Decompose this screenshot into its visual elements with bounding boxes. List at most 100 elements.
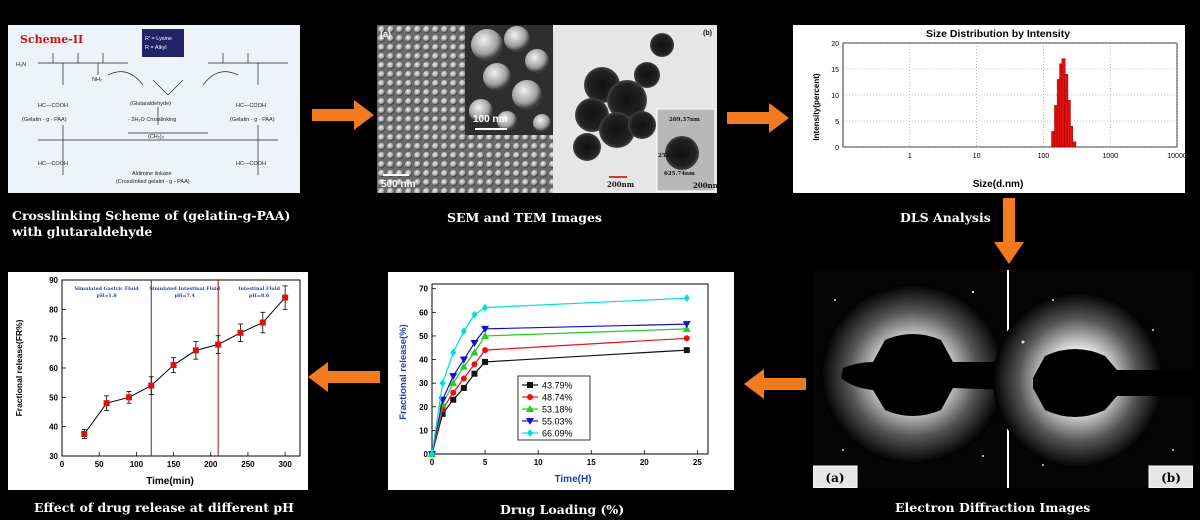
loading-legend-label: 53.18% <box>542 405 573 415</box>
loading-point <box>460 327 467 336</box>
caption-sem-tem: SEM and TEM Images <box>447 210 602 225</box>
loading-legend-label: 55.03% <box>542 417 573 427</box>
caption-loading: Drug Loading (%) <box>500 502 625 517</box>
dls-xtick: 10000 <box>1167 153 1185 160</box>
scheme-nh2: NH₂ <box>92 77 102 83</box>
loading-ytick: 70 <box>419 285 428 294</box>
release-ylabel: Fractional release(FR%) <box>14 319 24 416</box>
scheme-gelatin-left: (Gelatin - g - PAA) <box>22 117 67 123</box>
loading-legend-marker <box>526 418 534 425</box>
release-xtick: 0 <box>60 460 65 469</box>
scheme-cooh-bottom-right: HC—COOH <box>236 161 266 167</box>
dls-bar <box>1066 99 1071 148</box>
loading-point <box>449 379 458 387</box>
scheme-panel: Scheme-II R' = Lysine R = Alkyl H₂N <box>8 25 300 193</box>
scheme-svg: Scheme-II R' = Lysine R = Alkyl H₂N <box>8 25 300 193</box>
release-xtick: 300 <box>278 460 292 469</box>
loading-point <box>470 340 479 348</box>
release-ytick: 60 <box>49 364 58 373</box>
loading-xtick: 0 <box>430 458 435 467</box>
loading-xtick: 15 <box>587 458 596 467</box>
arrow-right-2 <box>727 103 789 133</box>
dls-xtick: 100 <box>1038 153 1050 160</box>
dls-title: Size Distribution by Intensity <box>926 28 1070 40</box>
loading-ytick: 0 <box>424 450 429 459</box>
sem-tem-panel: 100 nm 500 nm (a) (b) 200nm 209.37nm 252… <box>377 25 717 193</box>
loading-ylabel: Fractional release(%) <box>398 324 409 420</box>
release-xtick: 250 <box>241 460 255 469</box>
dls-ytick: 20 <box>831 41 839 48</box>
scheme-gelatin-right: (Gelatin - g - PAA) <box>230 117 275 123</box>
dls-plot-frame <box>842 42 1178 148</box>
loading-point <box>439 379 446 388</box>
tem-scale-200a: 200nm <box>607 180 635 189</box>
loading-point <box>683 294 690 303</box>
release-xtick: 150 <box>167 460 181 469</box>
caption-scheme: Crosslinking Scheme of (gelatin-g-PAA) w… <box>12 208 291 239</box>
release-plot-frame <box>61 279 301 457</box>
dls-panel: Size Distribution by Intensity Size(d.nm… <box>793 25 1185 193</box>
tem-measure-3: 625.74nm <box>664 171 695 177</box>
release-xtick: 200 <box>204 460 218 469</box>
release-ytick: 30 <box>49 452 58 461</box>
dls-xlabel: Size(d.nm) <box>973 179 1024 190</box>
loading-point <box>460 384 467 391</box>
tem-label-b: (b) <box>703 30 712 37</box>
loading-point <box>450 348 457 357</box>
loading-ytick: 20 <box>419 403 428 412</box>
loading-point <box>682 321 691 329</box>
loading-point <box>459 362 468 370</box>
release-point <box>125 394 132 401</box>
loading-legend-marker <box>526 405 534 412</box>
release-region-name: Intestinal Fluid <box>238 286 280 292</box>
scheme-linkage2: (Crosslinked gelatin - g - PAA) <box>116 179 190 185</box>
scheme-condition: - 2H₂O Crosslinking <box>128 117 176 123</box>
loading-legend-marker <box>527 429 533 437</box>
loading-point <box>471 361 478 368</box>
scheme-cooh-bottom-left: HC—COOH <box>38 161 68 167</box>
loading-chart: Time(H) Fractional release(%) 0 10 20 30 40 5… <box>398 283 709 485</box>
release-region-ph: pH=7.4 <box>175 293 196 299</box>
release-point <box>81 431 88 437</box>
sem-label-a: (a) <box>380 29 391 39</box>
release-point <box>259 319 266 326</box>
caption-diffraction: Electron Diffraction Images <box>895 500 1091 515</box>
release-point <box>192 347 199 354</box>
loading-point <box>482 347 489 354</box>
loading-xtick: 5 <box>483 458 488 467</box>
loading-xtick: 10 <box>534 458 543 467</box>
tem-measure-1: 209.37nm <box>669 117 700 123</box>
scheme-cooh-left: HC—COOH <box>38 103 68 109</box>
loading-ytick: 30 <box>419 379 428 388</box>
release-ytick: 70 <box>49 335 58 344</box>
release-point <box>282 294 289 301</box>
release-panel: Time(min) Fractional release(FR%) 30 40 50… <box>8 272 308 490</box>
loading-point <box>450 389 457 396</box>
loading-plot-frame <box>431 283 709 455</box>
dls-xtick: 10 <box>973 153 981 160</box>
release-xtick: 50 <box>95 460 104 469</box>
release-ytick: 40 <box>49 423 58 432</box>
loading-legend-label: 48.74% <box>542 393 573 403</box>
release-point <box>148 382 155 389</box>
arrow-right-1 <box>312 100 374 130</box>
scheme-legend-r2: R = Alkyl <box>145 45 167 51</box>
dls-ytick: 10 <box>831 93 839 100</box>
loading-xlabel: Time(H) <box>554 474 591 485</box>
diffraction-label-a: (a) <box>825 471 844 485</box>
tem-scale-200b: 200nm <box>693 181 717 190</box>
release-point <box>215 341 222 348</box>
loading-point <box>460 375 467 382</box>
loading-point <box>683 347 690 354</box>
loading-panel: Time(H) Fractional release(%) 0 10 20 30 40 5… <box>388 272 734 490</box>
dls-bar <box>1069 125 1074 148</box>
release-region-ph: pH=8.6 <box>249 293 270 299</box>
loading-point <box>449 373 458 381</box>
loading-point <box>481 325 490 333</box>
loading-point <box>471 370 478 377</box>
loading-point <box>683 335 690 342</box>
release-region-ph: pH=1.8 <box>96 293 117 299</box>
dls-ytick: 0 <box>835 145 839 152</box>
dls-ytick: 5 <box>835 119 839 126</box>
scheme-h2n: H₂N <box>16 62 26 68</box>
